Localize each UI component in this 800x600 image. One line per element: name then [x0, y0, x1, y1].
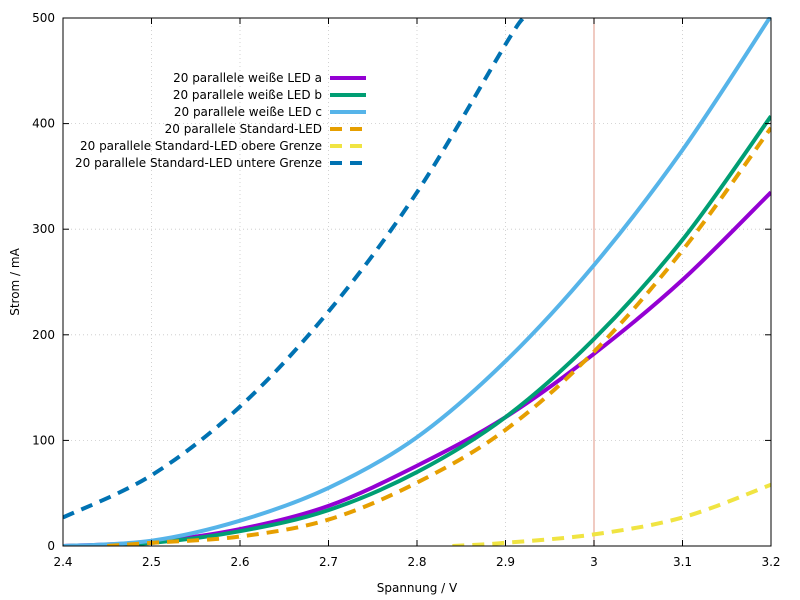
series-line-2: [63, 115, 771, 546]
series-line-4: [107, 126, 771, 546]
legend-label-2: 20 parallele weiße LED b: [173, 88, 322, 102]
y-tick-label: 0: [47, 539, 55, 553]
legend: 20 parallele weiße LED a 20 parallele wei…: [75, 71, 366, 170]
x-tick-label: 2.9: [496, 555, 515, 569]
x-axis-title: Spannung / V: [377, 581, 458, 595]
y-tick-label: 200: [32, 328, 55, 342]
legend-label-4: 20 parallele Standard-LED: [165, 122, 322, 136]
y-tick-label: 500: [32, 11, 55, 25]
legend-label-3: 20 parallele weiße LED c: [174, 105, 322, 119]
x-tick-label: 2.8: [407, 555, 426, 569]
series-line-1: [63, 190, 771, 546]
x-tick-label: 3.2: [761, 555, 780, 569]
series-line-3: [63, 17, 771, 546]
series-line-5: [452, 482, 771, 546]
x-tick-label: 3: [590, 555, 598, 569]
y-tick-label: 100: [32, 433, 55, 447]
series-layer: [63, 17, 771, 546]
x-tick-label: 2.7: [319, 555, 338, 569]
x-tick-label: 2.5: [142, 555, 161, 569]
x-tick-label: 3.1: [673, 555, 692, 569]
x-tick-label: 2.4: [53, 555, 72, 569]
legend-label-6: 20 parallele Standard-LED untere Grenze: [75, 156, 322, 170]
ticks: 2.4 2.5 2.6 2.7 2.8 2.9 3 3.1 3.2 0 100 200 300 400 50…: [32, 11, 780, 569]
series-line-6: [63, 17, 525, 520]
legend-label-1: 20 parallele weiße LED a: [173, 71, 322, 85]
y-axis-title: Strom / mA: [8, 247, 22, 315]
y-tick-label: 400: [32, 117, 55, 131]
y-tick-label: 300: [32, 222, 55, 236]
legend-label-5: 20 parallele Standard-LED obere Grenze: [80, 139, 322, 153]
x-tick-label: 2.6: [230, 555, 249, 569]
